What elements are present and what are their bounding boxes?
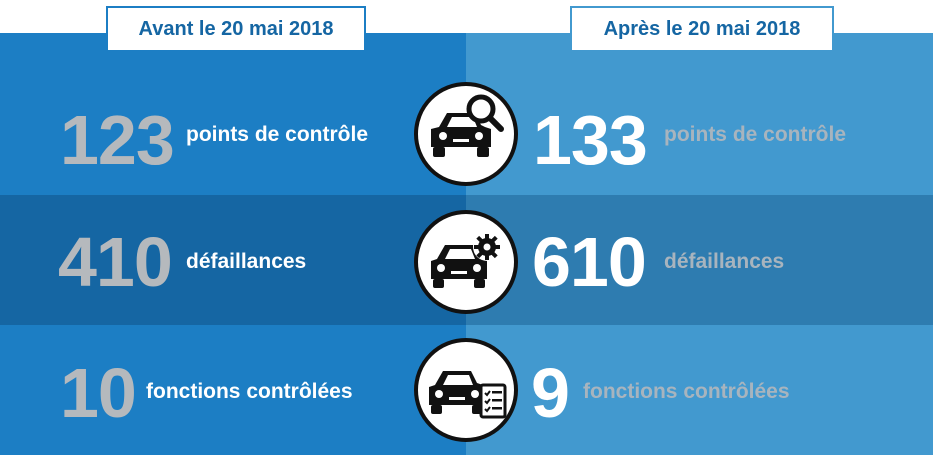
before-row-1-band: [0, 33, 466, 195]
before-header: Avant le 20 mai 2018: [106, 6, 366, 52]
car-checklist-icon: [414, 338, 518, 442]
before-row-3-band: [0, 325, 466, 455]
before-defects-value: 410: [58, 223, 173, 301]
before-row-2-band: [0, 195, 466, 325]
after-defects-label: défaillances: [664, 250, 785, 273]
before-checkpoints-value: 123: [60, 101, 175, 179]
before-functions-value: 10: [60, 354, 137, 432]
before-checkpoints-label: points de contrôle: [186, 123, 369, 146]
after-row-1-band: [466, 33, 933, 195]
after-row-3-band: [466, 325, 933, 455]
after-defects-value: 610: [532, 223, 647, 301]
after-checkpoints-label: points de contrôle: [664, 123, 847, 146]
car-gear-icon: [414, 210, 518, 314]
after-functions-value: 9: [531, 354, 570, 432]
car-magnifier-icon: [414, 82, 518, 186]
after-checkpoints-value: 133: [533, 101, 648, 179]
before-defects-label: défaillances: [186, 250, 307, 273]
before-functions-label: fonctions contrôlées: [146, 380, 353, 403]
after-functions-label: fonctions contrôlées: [583, 380, 790, 403]
after-header: Après le 20 mai 2018: [570, 6, 834, 52]
after-row-2-band: [466, 195, 933, 325]
